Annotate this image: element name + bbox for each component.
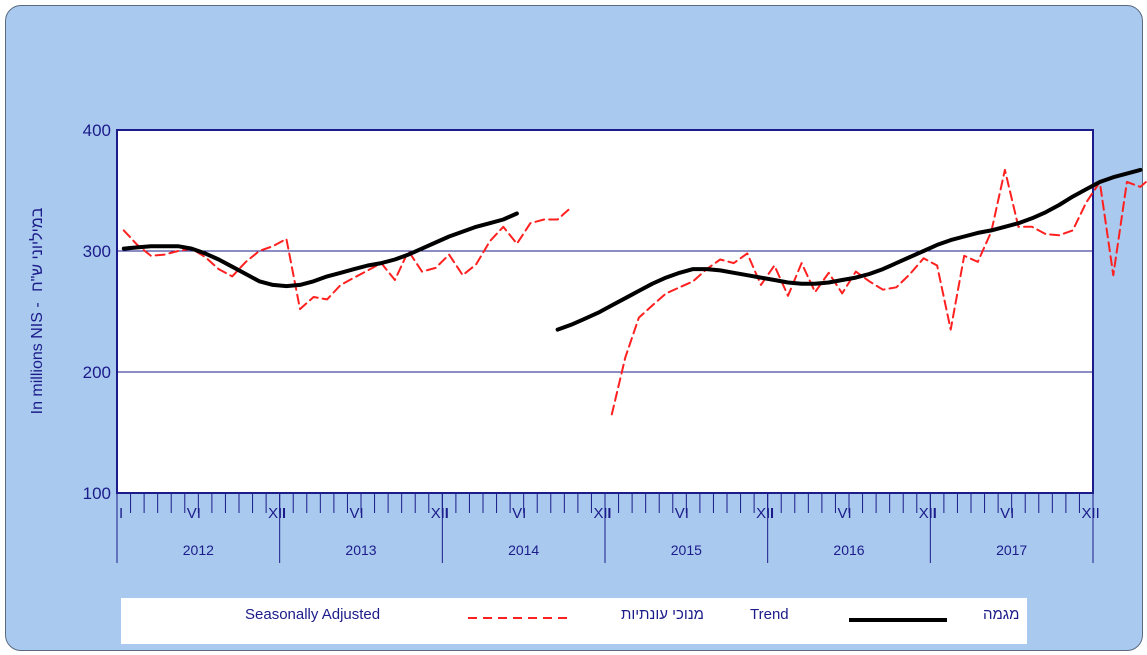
x-tick-label: VI [349,505,363,522]
x-tick-label: XII [431,505,449,522]
y-tick-label: 200 [83,363,111,382]
y-axis-ticks: 100 200 300 400 [83,121,111,503]
legend-trend-swatch [849,618,947,622]
x-year-label: 2013 [345,542,376,558]
y-axis-title-he: במיליוני ש"ח [28,207,46,292]
x-tick-label: VI [187,505,201,522]
legend: Seasonally Adjusted מנוכי עונתיות Trend … [121,598,1027,644]
legend-trend-label-he: מגמה [983,606,1020,623]
x-tick-label: XII [919,505,937,522]
x-tick-label: XII [1081,505,1099,522]
legend-seasonal-swatch [468,617,568,619]
x-tick-label: XII [756,505,774,522]
x-tick-label: XII [593,505,611,522]
y-axis-title: In millions NIS - במיליוני ש"ח [28,207,46,414]
x-tick-label: I [770,505,774,522]
x-year-label: 2017 [996,542,1027,558]
gridlines [117,250,1093,373]
series-line-trend [555,167,1143,332]
x-year-label: 2016 [833,542,864,558]
y-tick-label: 300 [83,242,111,261]
y-tick-label: 100 [83,484,111,503]
x-tick-label: VI [837,505,851,522]
x-year-label: 2015 [671,542,702,558]
legend-seasonal-label-he: מנוכי עונתיות [621,606,704,623]
x-tick-label: VI [675,505,689,522]
x-tick-label: I [119,505,123,522]
plot-area [117,130,1093,493]
series-line-seasonally-adjusted [610,168,1147,416]
x-tick-label: I [607,505,611,522]
x-tick-label: XII [268,505,286,522]
y-axis-title-en: In millions NIS - [29,302,46,414]
series-line-trend [121,211,519,289]
legend-seasonal-label-en: Seasonally Adjusted [245,606,381,623]
series-layer [121,167,1147,416]
x-tick-label: VI [1000,505,1014,522]
x-axis: I VI XII 2012 I VI XII 2013 I VI XII 2014 I VI XII 2015… [116,493,1100,563]
x-tick-label: I [282,505,286,522]
x-year-label: 2014 [508,542,539,558]
x-year-label: 2012 [183,542,214,558]
x-tick-label: VI [512,505,526,522]
x-tick-label: I [932,505,936,522]
legend-trend-label-en: Trend [750,606,789,623]
y-tick-label: 400 [83,121,111,140]
x-tick-label: I [444,505,448,522]
